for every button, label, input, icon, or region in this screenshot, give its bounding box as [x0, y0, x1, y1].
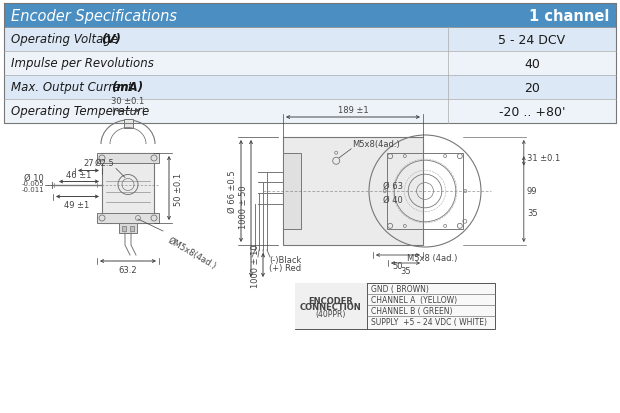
Bar	[4, 76, 616, 100]
Bar	[119, 223, 137, 233]
Text: M5x8 (4ad.): M5x8 (4ad.)	[407, 254, 458, 262]
Text: (V): (V)	[101, 33, 121, 46]
Bar	[4, 100, 616, 124]
Text: Ø 63: Ø 63	[383, 182, 403, 191]
Text: 30 ±0.1: 30 ±0.1	[112, 97, 144, 106]
Text: Ø2.5: Ø2.5	[94, 158, 114, 167]
Text: 1000 ± 10: 1000 ± 10	[251, 244, 260, 287]
Text: 20: 20	[524, 81, 540, 94]
Text: 49 ±1: 49 ±1	[64, 200, 90, 209]
Text: 27: 27	[84, 159, 94, 168]
Text: (40PPR): (40PPR)	[316, 309, 346, 318]
Text: 31 ±0.1: 31 ±0.1	[527, 153, 560, 162]
Text: 50 ±0.1: 50 ±0.1	[174, 172, 183, 205]
Text: 46 ±1: 46 ±1	[66, 171, 92, 180]
Bar	[283, 138, 423, 245]
Text: ØM5x8(4ad.): ØM5x8(4ad.)	[166, 235, 218, 271]
Text: 5 - 24 DCV: 5 - 24 DCV	[498, 33, 565, 46]
Text: (-)Black: (-)Black	[269, 256, 301, 265]
Bar	[123, 119, 133, 128]
Text: Ø 40: Ø 40	[383, 196, 403, 205]
Text: GND ( BROWN): GND ( BROWN)	[371, 284, 429, 293]
Text: 35: 35	[527, 209, 538, 218]
Text: 63.2: 63.2	[118, 266, 137, 274]
Text: CHANNEL A  (YELLOW): CHANNEL A (YELLOW)	[371, 295, 457, 304]
Bar	[130, 226, 134, 231]
Text: 35: 35	[401, 266, 411, 275]
Bar	[4, 52, 616, 76]
Text: SUPPLY  +5 – 24 VDC ( WHITE): SUPPLY +5 – 24 VDC ( WHITE)	[371, 317, 487, 326]
Bar	[4, 4, 616, 28]
Text: -0.005: -0.005	[21, 181, 44, 187]
Text: 40: 40	[524, 57, 540, 70]
Text: 189 ±1: 189 ±1	[338, 106, 368, 115]
Bar	[97, 214, 159, 223]
Text: Operating Voltage: Operating Voltage	[11, 33, 122, 46]
Bar	[283, 154, 301, 229]
Text: 1000 ± 50: 1000 ± 50	[239, 185, 248, 228]
Bar	[388, 154, 463, 229]
Text: 50: 50	[392, 261, 403, 271]
Bar	[97, 154, 159, 164]
Text: CHANNEL B ( GREEN): CHANNEL B ( GREEN)	[371, 306, 453, 315]
Text: Max. Output Current: Max. Output Current	[11, 81, 136, 94]
Text: Ø 10: Ø 10	[24, 173, 44, 182]
Text: (+) Red: (+) Red	[269, 264, 301, 273]
Bar	[295, 283, 495, 329]
Text: Impulse per Revolutions: Impulse per Revolutions	[11, 57, 154, 70]
Text: -0.011: -0.011	[21, 187, 44, 193]
Text: Operating Temperature: Operating Temperature	[11, 105, 149, 118]
Text: ENCODER: ENCODER	[309, 297, 353, 306]
Text: CONNECTION: CONNECTION	[300, 303, 362, 312]
Text: Encoder Specifications: Encoder Specifications	[11, 9, 177, 24]
Text: 1 channel: 1 channel	[529, 9, 609, 24]
Text: -20 .. +80': -20 .. +80'	[498, 105, 565, 118]
Bar	[122, 226, 126, 231]
Bar	[102, 154, 154, 223]
Text: 99: 99	[527, 187, 538, 196]
Text: M5x8(4ad.): M5x8(4ad.)	[352, 140, 400, 148]
Bar	[4, 28, 616, 52]
Bar	[295, 283, 367, 329]
Text: Ø 66 ±0.5: Ø 66 ±0.5	[228, 170, 237, 213]
Text: (mA): (mA)	[111, 81, 143, 94]
